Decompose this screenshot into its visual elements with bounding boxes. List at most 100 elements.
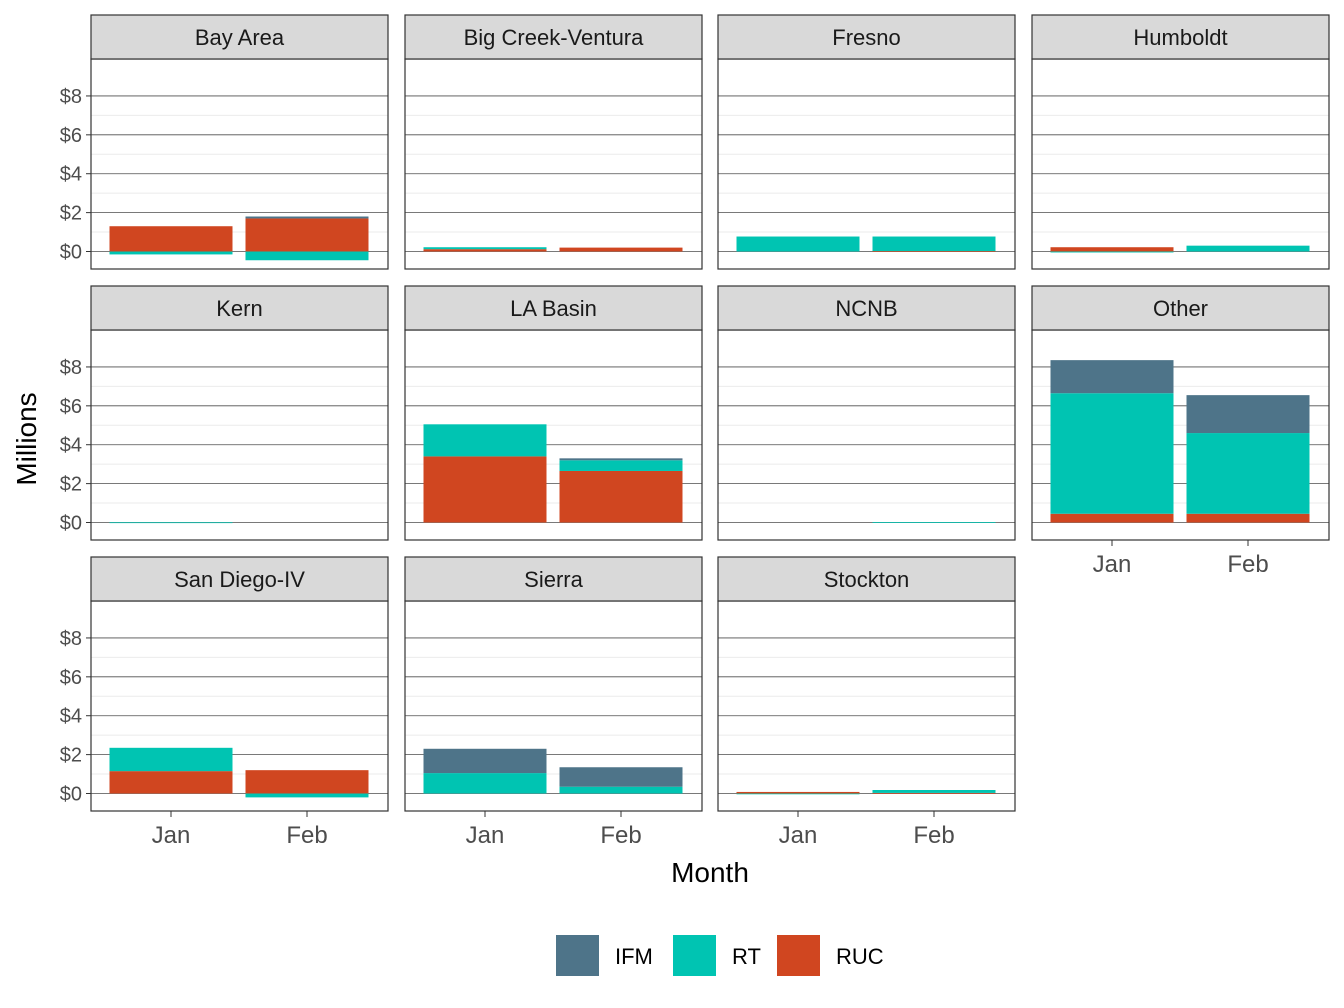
- y-tick-label: $2: [60, 745, 82, 767]
- facet-strip-label: NCNB: [835, 296, 897, 321]
- bar-humboldt-jan-ruc: [1050, 247, 1174, 252]
- legend-item-ruc: RUC: [777, 935, 884, 976]
- y-tick-label: $0: [60, 513, 82, 535]
- bar-san-diego-iv-jan-ruc: [109, 771, 233, 794]
- facet-panel-fresno: Fresno: [717, 14, 1016, 270]
- facet-strip-label: LA Basin: [510, 296, 597, 321]
- bar-fresno-feb-rt: [872, 236, 996, 252]
- bar-la-basin-feb-ifm: [559, 458, 683, 461]
- bar-san-diego-iv-feb-ruc: [245, 770, 369, 794]
- bar-stockton-jan-rt: [736, 793, 860, 795]
- legend-label: RT: [732, 944, 761, 969]
- facet-strip: [1031, 14, 1330, 60]
- bar-other-jan-ifm: [1050, 360, 1174, 394]
- facet-panel-san-diego-iv: San Diego-IV $0 $2 $4 $6 $8 Jan Feb: [60, 556, 389, 849]
- bar-bay-area-feb-ifm: [245, 216, 369, 219]
- facet-strip: [404, 14, 703, 60]
- facet-panel-stockton: Stockton Jan Feb: [717, 556, 1016, 849]
- x-tick-label: Jan: [152, 822, 191, 849]
- y-tick-label: $8: [60, 357, 82, 379]
- bar-sierra-jan-ifm: [423, 748, 547, 774]
- x-tick-label: Feb: [913, 822, 954, 849]
- y-tick-label: $0: [60, 784, 82, 806]
- legend-key: [777, 935, 820, 976]
- x-axis-title: Month: [671, 857, 749, 888]
- bar-stockton-jan-ruc: [736, 791, 860, 794]
- bar-la-basin-jan-ruc: [423, 456, 547, 523]
- plot-background: [91, 330, 388, 540]
- bar-la-basin-feb-rt: [559, 460, 683, 471]
- facet-strip-label: Fresno: [832, 25, 900, 50]
- bar-fresno-jan-rt: [736, 236, 860, 252]
- bar-sierra-feb-ifm: [559, 767, 683, 787]
- plot-background: [405, 59, 702, 269]
- y-tick-label: $2: [60, 474, 82, 496]
- bar-humboldt-jan-rt: [1050, 251, 1174, 253]
- facet-strip: [717, 285, 1016, 331]
- bar-bay-area-jan-rt: [109, 251, 233, 255]
- facet-strip-label: Bay Area: [195, 25, 285, 50]
- bar-fresno-feb-ruc: [872, 251, 996, 252]
- bar-san-diego-iv-feb-rt: [245, 793, 369, 798]
- facet-strip-label: Other: [1153, 296, 1208, 321]
- facet-strip: [1031, 285, 1330, 331]
- plot-background: [718, 601, 1015, 811]
- bar-other-jan-ruc: [1050, 513, 1174, 523]
- bar-big-creek-ventura-jan-rt: [423, 247, 547, 250]
- bar-stockton-feb-rt: [872, 790, 996, 793]
- facet-strip: [404, 556, 703, 602]
- facet-strip-label: Big Creek-Ventura: [464, 25, 645, 50]
- y-tick-label: $8: [60, 86, 82, 108]
- bar-other-feb-ruc: [1186, 513, 1310, 523]
- facet-panel-kern: Kern $0 $2 $4 $6 $8: [60, 285, 389, 541]
- bar-big-creek-ventura-jan-ruc: [423, 249, 547, 252]
- facet-strip: [404, 285, 703, 331]
- y-tick-label: $4: [60, 164, 82, 186]
- x-tick-label: Feb: [1227, 551, 1268, 578]
- facet-strip-label: Sierra: [524, 567, 583, 592]
- x-tick-label: Feb: [600, 822, 641, 849]
- facet-panel-humboldt: Humboldt: [1031, 14, 1330, 270]
- y-tick-label: $0: [60, 242, 82, 264]
- plot-background: [1032, 59, 1329, 269]
- bar-bay-area-feb-rt: [245, 251, 369, 261]
- facet-strip: [90, 285, 389, 331]
- facet-strip-label: Humboldt: [1133, 25, 1227, 50]
- y-tick-label: $8: [60, 628, 82, 650]
- y-tick-label: $6: [60, 667, 82, 689]
- bar-san-diego-iv-jan-rt: [109, 747, 233, 772]
- legend-item-ifm: IFM: [556, 935, 653, 976]
- x-tick-label: Jan: [779, 822, 818, 849]
- facet-panel-other: Other Jan Feb: [1031, 285, 1330, 578]
- y-tick-label: $6: [60, 396, 82, 418]
- facet-strip: [717, 556, 1016, 602]
- bar-la-basin-jan-rt: [423, 424, 547, 457]
- bar-la-basin-feb-ruc: [559, 470, 683, 523]
- legend-label: IFM: [615, 944, 653, 969]
- facet-panels: Bay Area $0 $2 $4 $6 $8 Big Creek-Ventura Fresn…: [60, 14, 1330, 849]
- bar-bay-area-feb-ruc: [245, 218, 369, 252]
- y-tick-label: $4: [60, 435, 82, 457]
- bar-humboldt-feb-rt: [1186, 245, 1310, 252]
- plot-background: [718, 59, 1015, 269]
- facet-strip-label: San Diego-IV: [174, 567, 305, 592]
- legend: IFM RT RUC: [556, 935, 884, 976]
- y-tick-label: $4: [60, 706, 82, 728]
- bar-kern-jan-rt: [109, 522, 233, 524]
- facet-panel-sierra: Sierra Jan Feb: [404, 556, 703, 849]
- x-tick-label: Jan: [1093, 551, 1132, 578]
- bar-other-feb-rt: [1186, 433, 1310, 514]
- facet-strip: [90, 14, 389, 60]
- bar-other-feb-ifm: [1186, 395, 1310, 434]
- facet-strip-label: Kern: [216, 296, 262, 321]
- x-tick-label: Jan: [466, 822, 505, 849]
- legend-label: RUC: [836, 944, 884, 969]
- facet-panel-bay-area: Bay Area $0 $2 $4 $6 $8: [60, 14, 389, 270]
- legend-key: [673, 935, 716, 976]
- plot-background: [718, 330, 1015, 540]
- legend-key: [556, 935, 599, 976]
- facet-strip-label: Stockton: [824, 567, 910, 592]
- facet-strip: [717, 14, 1016, 60]
- bar-ncnb-feb-rt: [872, 522, 996, 523]
- bar-sierra-feb-rt: [559, 786, 683, 794]
